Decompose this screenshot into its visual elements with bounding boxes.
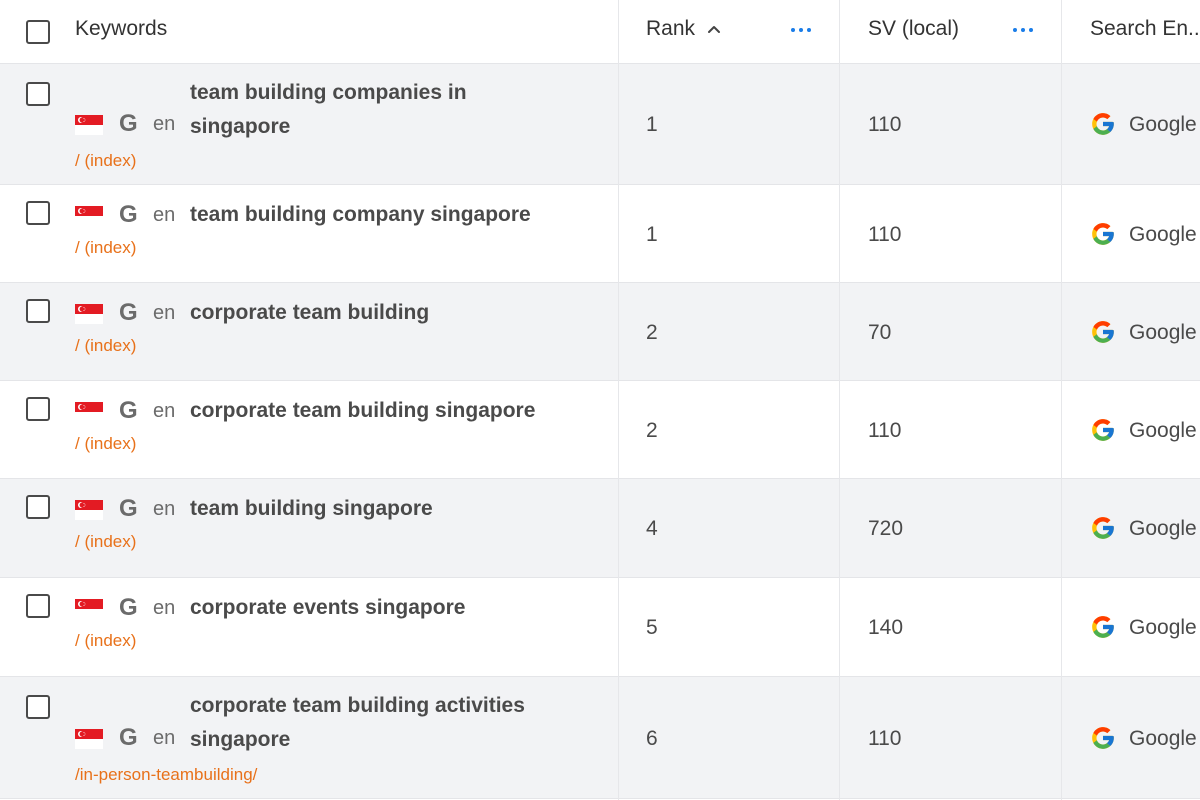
google-engine-letter-icon: G bbox=[119, 495, 138, 522]
ranking-url-link[interactable]: / (index) bbox=[75, 631, 137, 650]
language-code: en bbox=[153, 302, 176, 324]
header-rank[interactable]: Rank bbox=[646, 17, 696, 40]
table-row[interactable]: G en team building companies in singapor… bbox=[0, 64, 1200, 185]
language-code: en bbox=[153, 113, 176, 135]
header-sv-local[interactable]: SV (local) bbox=[868, 17, 960, 40]
row-checkbox[interactable] bbox=[26, 299, 50, 323]
search-volume-value: 70 bbox=[868, 320, 892, 344]
rank-value: 6 bbox=[646, 726, 658, 750]
google-g-icon bbox=[1090, 725, 1116, 751]
google-engine-letter-icon: G bbox=[119, 397, 138, 424]
singapore-flag-icon bbox=[75, 206, 103, 226]
rank-value: 2 bbox=[646, 418, 658, 442]
google-g-icon bbox=[1090, 515, 1116, 541]
singapore-flag-icon bbox=[75, 599, 103, 619]
singapore-flag-icon bbox=[75, 728, 103, 749]
table-row[interactable]: G en corporate events singapore / (index… bbox=[0, 578, 1200, 677]
sort-ascending-icon[interactable] bbox=[706, 22, 722, 38]
google-engine-letter-icon: G bbox=[119, 201, 138, 228]
sv-column-menu-icon[interactable] bbox=[1011, 22, 1035, 38]
google-engine-letter-icon: G bbox=[119, 299, 138, 326]
google-engine-letter-icon: G bbox=[119, 594, 138, 621]
search-volume-value: 110 bbox=[868, 113, 902, 136]
search-engine-label: Google bbox=[1129, 616, 1197, 639]
keyword-text[interactable]: team building company singapore bbox=[190, 203, 531, 226]
keyword-text[interactable]: corporate team building bbox=[190, 301, 430, 324]
rank-value: 5 bbox=[646, 616, 658, 639]
keyword-text[interactable]: corporate events singapore bbox=[190, 596, 466, 619]
row-checkbox[interactable] bbox=[26, 82, 50, 106]
keyword-text[interactable]: corporate team building singapore bbox=[190, 399, 536, 422]
row-checkbox[interactable] bbox=[26, 495, 50, 519]
language-code: en bbox=[153, 400, 176, 422]
rank-value: 2 bbox=[646, 320, 658, 344]
google-g-icon bbox=[1090, 221, 1116, 247]
ranking-url-link[interactable]: / (index) bbox=[75, 336, 137, 355]
search-volume-value: 110 bbox=[868, 222, 902, 246]
language-code: en bbox=[153, 726, 176, 749]
google-g-icon bbox=[1090, 319, 1116, 345]
google-g-icon bbox=[1090, 111, 1116, 137]
singapore-flag-icon bbox=[75, 500, 103, 520]
search-engine-label: Google bbox=[1129, 222, 1197, 246]
rank-column-menu-icon[interactable] bbox=[789, 22, 813, 38]
search-volume-value: 140 bbox=[868, 616, 904, 639]
column-divider bbox=[1061, 0, 1062, 800]
search-engine-label: Google bbox=[1129, 517, 1197, 540]
table-row[interactable]: G en corporate team building / (index) 2… bbox=[0, 283, 1200, 381]
search-engine-label: Google bbox=[1129, 320, 1197, 344]
keyword-text[interactable]: team building singapore bbox=[190, 497, 433, 520]
google-engine-letter-icon: G bbox=[119, 723, 138, 751]
ranking-url-link[interactable]: /in-person-teambuilding/ bbox=[75, 765, 258, 784]
search-volume-value: 110 bbox=[868, 726, 902, 750]
search-engine-label: Google bbox=[1129, 113, 1197, 136]
column-divider bbox=[618, 0, 619, 800]
row-checkbox[interactable] bbox=[26, 201, 50, 225]
rank-value: 1 bbox=[646, 113, 658, 136]
singapore-flag-icon bbox=[75, 402, 103, 422]
header-keywords[interactable]: Keywords bbox=[75, 17, 168, 40]
google-g-icon bbox=[1090, 417, 1116, 443]
select-all-checkbox[interactable] bbox=[26, 20, 50, 44]
ranking-url-link[interactable]: / (index) bbox=[75, 238, 137, 257]
row-checkbox[interactable] bbox=[26, 695, 50, 719]
ranking-url-link[interactable]: / (index) bbox=[75, 151, 137, 170]
header-search-engine[interactable]: Search En... bbox=[1090, 17, 1200, 40]
language-code: en bbox=[153, 204, 176, 226]
row-checkbox[interactable] bbox=[26, 594, 50, 618]
column-divider bbox=[839, 0, 840, 800]
language-code: en bbox=[153, 498, 176, 520]
google-g-icon bbox=[1090, 614, 1116, 640]
table-row[interactable]: G en corporate team building singapore /… bbox=[0, 381, 1200, 479]
rank-value: 4 bbox=[646, 517, 658, 540]
google-engine-letter-icon: G bbox=[119, 110, 138, 137]
search-engine-label: Google bbox=[1129, 418, 1197, 442]
keyword-text[interactable]: team building companies in singapore bbox=[190, 81, 467, 138]
language-code: en bbox=[153, 597, 176, 619]
singapore-flag-icon bbox=[75, 304, 103, 324]
keyword-text[interactable]: corporate team building activities singa… bbox=[190, 694, 525, 751]
table-row[interactable]: G en corporate team building activities … bbox=[0, 677, 1200, 799]
table-row[interactable]: G en team building company singapore / (… bbox=[0, 185, 1200, 283]
rank-value: 1 bbox=[646, 222, 658, 246]
row-checkbox[interactable] bbox=[26, 397, 50, 421]
search-engine-label: Google bbox=[1129, 726, 1197, 750]
table-row[interactable]: G en team building singapore / (index) 4… bbox=[0, 479, 1200, 578]
ranking-url-link[interactable]: / (index) bbox=[75, 532, 137, 551]
ranking-url-link[interactable]: / (index) bbox=[75, 434, 137, 453]
search-volume-value: 110 bbox=[868, 418, 902, 442]
table-header: Keywords Rank SV (local) Search En... bbox=[0, 0, 1200, 64]
singapore-flag-icon bbox=[75, 115, 103, 135]
search-volume-value: 720 bbox=[868, 517, 904, 540]
